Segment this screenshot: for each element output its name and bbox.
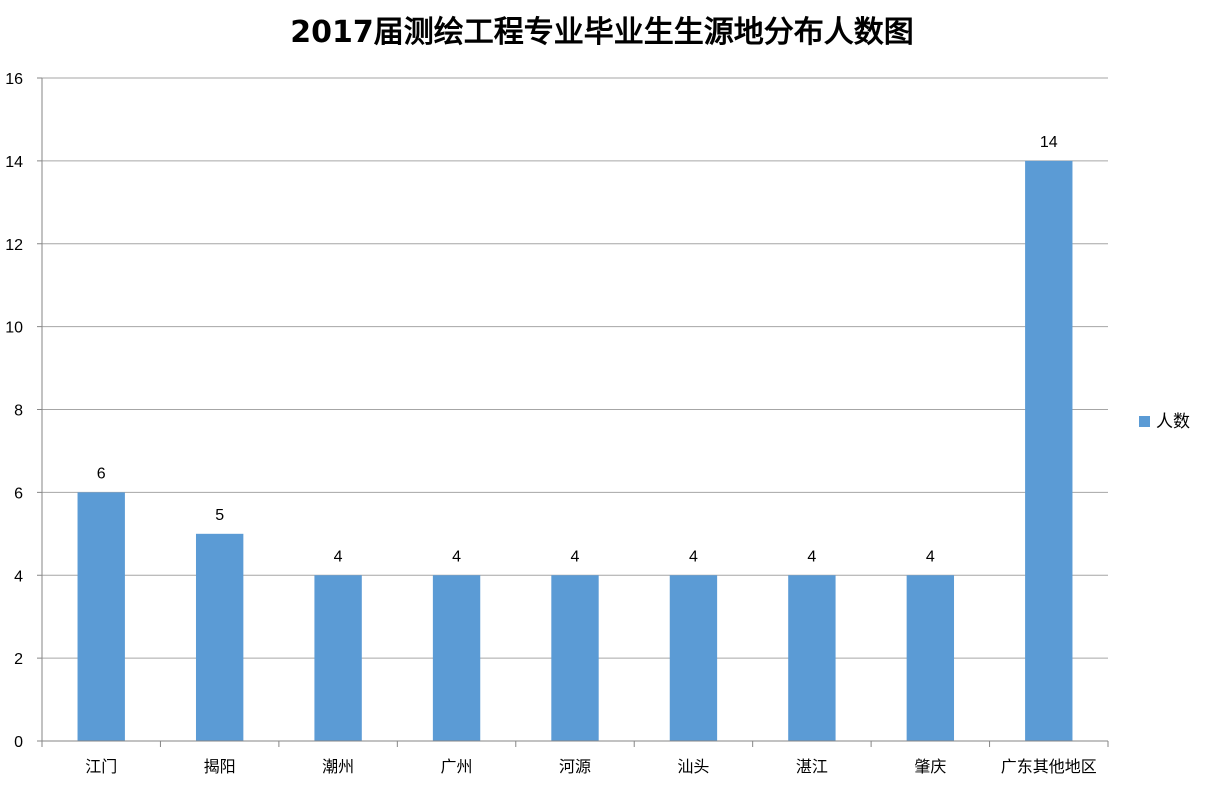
data-label: 4 [571, 548, 580, 565]
bar [669, 575, 718, 741]
bar [906, 575, 955, 741]
data-label: 4 [807, 548, 816, 565]
x-tick-label: 潮州 [322, 757, 354, 776]
y-tick-label: 4 [14, 568, 23, 585]
data-label: 14 [1040, 134, 1058, 151]
data-label: 4 [689, 548, 698, 565]
y-tick-label: 6 [14, 485, 23, 502]
x-tick-label: 湛江 [796, 757, 828, 776]
data-label: 4 [334, 548, 343, 565]
bar [551, 575, 599, 741]
x-tick-label: 江门 [85, 757, 117, 776]
y-tick-label: 2 [14, 651, 23, 668]
data-label: 4 [926, 548, 935, 565]
x-tick-label: 揭阳 [204, 757, 236, 776]
x-tick-label: 汕头 [677, 757, 709, 776]
legend: 人数 [1139, 412, 1190, 432]
bar [314, 575, 362, 741]
x-tick-label: 广东其他地区 [1001, 757, 1097, 776]
legend-label: 人数 [1156, 412, 1190, 432]
bar [195, 533, 244, 741]
data-label: 6 [97, 465, 106, 482]
bar-series: 6 5 4 4 4 4 4 4 14 [77, 134, 1073, 741]
x-tick-label: 广州 [441, 757, 473, 776]
bar [1025, 160, 1073, 741]
x-tick-label: 河源 [559, 757, 591, 776]
y-tick-label: 16 [5, 71, 23, 88]
bar [788, 575, 836, 741]
legend-swatch [1139, 416, 1150, 427]
y-tick-label: 0 [14, 734, 23, 751]
chart-title: 2017届测绘工程专业毕业生生源地分布人数图 [290, 15, 914, 50]
bar [432, 575, 481, 741]
x-tick-label: 肇庆 [914, 757, 946, 776]
data-label: 5 [215, 507, 224, 524]
x-axis: 江门 揭阳 潮州 广州 河源 汕头 湛江 肇庆 广东其他地区 [41, 740, 1109, 776]
bar [77, 492, 125, 741]
y-axis: 0 2 4 6 8 10 12 14 16 [5, 71, 43, 751]
y-tick-label: 14 [5, 154, 23, 171]
y-tick-label: 12 [5, 237, 23, 254]
data-label: 4 [452, 548, 461, 565]
y-tick-label: 8 [14, 403, 23, 420]
y-tick-label: 10 [5, 320, 23, 337]
